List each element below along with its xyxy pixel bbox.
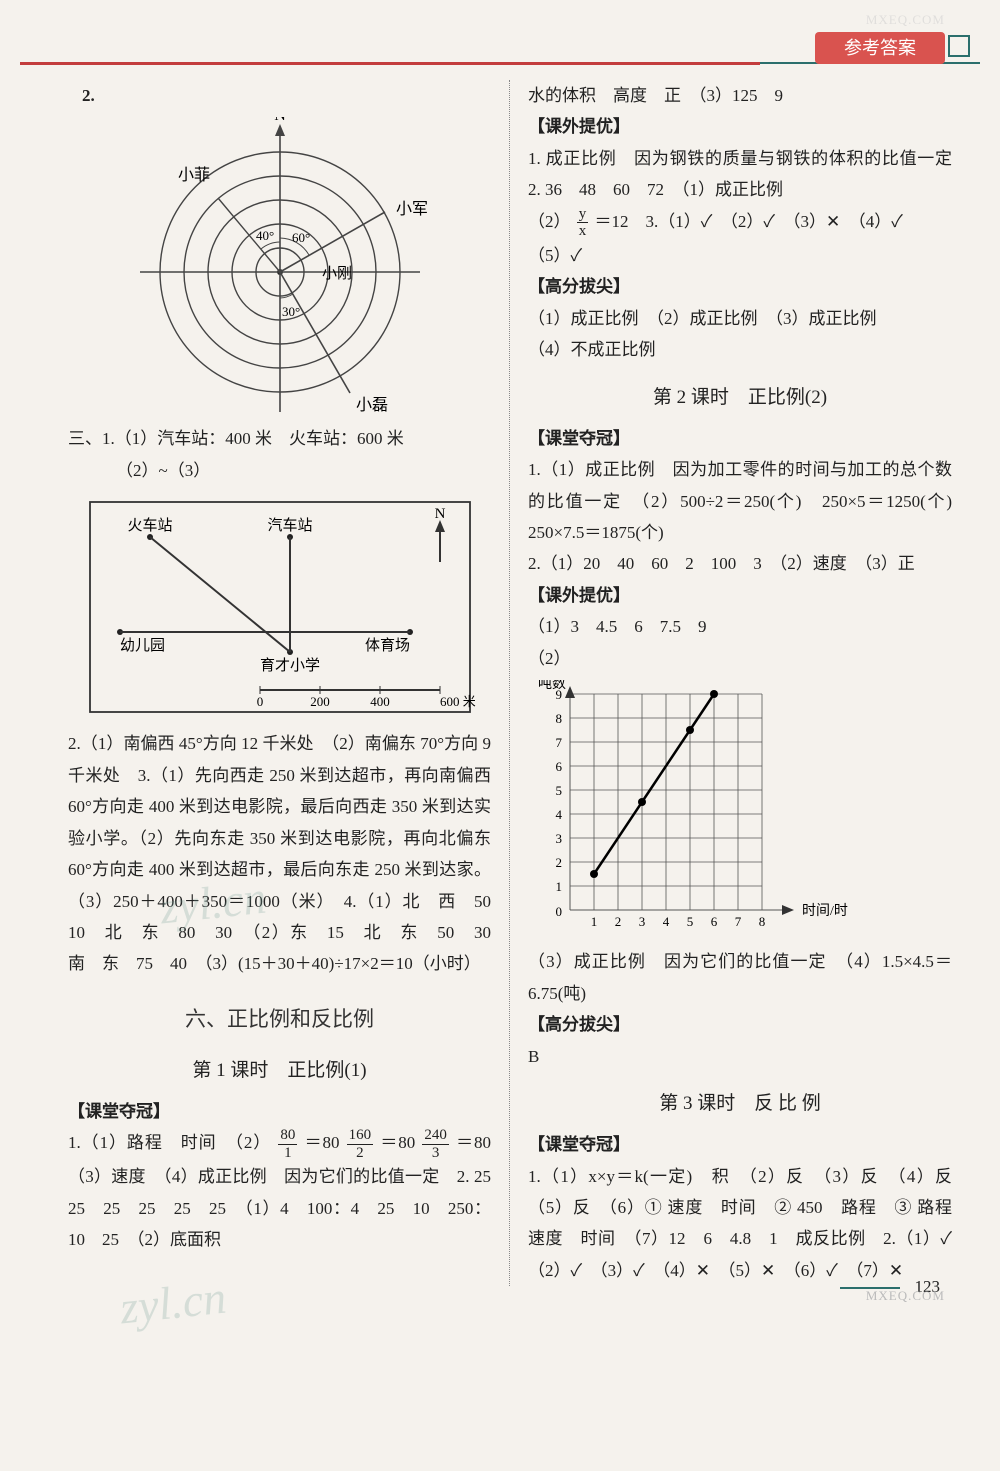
kw2-t: （1）3 4.5 6 7.5 9	[528, 611, 952, 642]
compass-se: 小磊	[356, 396, 388, 414]
kw2-label: 【课外提优】	[528, 580, 952, 611]
svg-text:3: 3	[556, 831, 563, 846]
left-p2: 2.（1）南偏西 45°方向 12 千米处 （2）南偏东 70°方向 9 千米处…	[68, 728, 491, 980]
page: 参考答案 MXEQ.COM 2.	[0, 0, 1000, 1326]
san-1: 三、1.（1）汽车站：400 米 火车站：600 米	[68, 423, 491, 454]
angle-40: 40°	[256, 228, 274, 243]
svg-text:8: 8	[556, 711, 563, 726]
kw2-t2: （2）	[528, 643, 952, 674]
svg-text:5: 5	[687, 914, 694, 929]
gf1-label: 【高分拔尖】	[528, 271, 952, 302]
kt3-t: 1.（1）x×y＝k(一定) 积 （2）反 （3）反 （4）反 （5）反 （6）…	[528, 1161, 952, 1287]
svg-text:8: 8	[759, 914, 766, 929]
compass-n: N	[274, 117, 286, 124]
frac-y-x: yx	[577, 206, 589, 240]
map-n: N	[434, 506, 445, 522]
kt2-t2: 2.（1）20 40 60 2 100 3 （2）速度 （3）正	[528, 548, 952, 579]
lesson2-heading: 第 2 课时 正比例(2)	[528, 380, 952, 415]
l1q1: 1.（1）路程 时间 （2） 801 ＝80 1602 ＝80 2403 ＝80…	[68, 1127, 491, 1255]
q2-label: 2.	[82, 80, 491, 111]
lesson1-heading: 第 1 课时 正比例(1)	[68, 1053, 491, 1088]
scale-3: 600 米	[440, 694, 476, 709]
frac-160-2: 1602	[347, 1127, 374, 1161]
right-column: 水的体积 高度 正 （3）125 9 【课外提优】 1. 成正比例 因为钢铁的质…	[510, 80, 960, 1286]
compass-diagram: N 小菲 小军 小刚 小磊 40° 60° 30°	[125, 117, 435, 417]
frac-240-3: 2403	[422, 1127, 449, 1161]
unit-heading: 六、正比例和反比例	[68, 1000, 491, 1039]
map-qiche: 汽车站	[267, 517, 312, 534]
eq2: ＝80	[380, 1133, 415, 1152]
line-chart: 吨数 时间/时 0 1 2 3 4 5 6 7 8 9 1 2 3	[528, 680, 848, 940]
svg-text:2: 2	[556, 855, 563, 870]
map-youery: 幼儿园	[120, 637, 165, 654]
gf2-label: 【高分拔尖】	[528, 1009, 952, 1040]
compass-e: 小刚	[322, 265, 352, 282]
scale-2: 400	[370, 694, 390, 709]
map-diagram: N 火车站 汽车站 幼儿园 体育场 育才小学	[80, 492, 480, 722]
svg-text:4: 4	[663, 914, 670, 929]
compass-nw: 小菲	[177, 166, 209, 184]
svg-text:3: 3	[639, 914, 646, 929]
kw2-t3: （3）成正比例 因为它们的比值一定 （4）1.5×4.5＝6.75(吨)	[528, 946, 952, 1009]
kw1-label: 【课外提优】	[528, 111, 952, 142]
rule-red	[20, 62, 760, 65]
kw1-row3: （5）✓	[528, 240, 952, 271]
kt1-label: 【课堂夺冠】	[68, 1096, 491, 1127]
gf1-t2: （4）不成正比例	[528, 334, 952, 365]
kt2-t: 1.（1）成正比例 因为加工零件的时间与加工的总个数的比值一定 （2）500÷2…	[528, 454, 952, 548]
svg-text:0: 0	[556, 904, 563, 919]
l1q1a: 1.（1）路程 时间 （2）	[68, 1133, 271, 1152]
map-tiyu: 体育场	[364, 637, 409, 654]
svg-text:9: 9	[556, 687, 563, 702]
svg-text:1: 1	[591, 914, 598, 929]
gf1-t: （1）成正比例 （2）成正比例 （3）成正比例	[528, 303, 952, 334]
lesson3-heading: 第 3 课时 反 比 例	[528, 1086, 952, 1121]
svg-text:5: 5	[556, 783, 563, 798]
left-column: 2.	[60, 80, 510, 1286]
kt3-label: 【课堂夺冠】	[528, 1129, 952, 1160]
svg-text:7: 7	[735, 914, 742, 929]
chart-xlab: 时间/时	[802, 903, 848, 919]
svg-text:4: 4	[556, 807, 563, 822]
san-1b: （2）~（3）	[116, 455, 491, 486]
gf2-t: B	[528, 1041, 952, 1072]
map-huoche: 火车站	[127, 517, 172, 534]
angle-30: 30°	[282, 304, 300, 319]
kw1-t: 1. 成正比例 因为钢铁的质量与钢铁的体积的比值一定 2. 36 48 60 7…	[528, 143, 952, 206]
svg-text:6: 6	[556, 759, 563, 774]
kt2-label: 【课堂夺冠】	[528, 423, 952, 454]
angle-60: 60°	[292, 230, 310, 245]
compass-ne: 小军	[396, 200, 428, 218]
svg-text:6: 6	[711, 914, 718, 929]
header-square-icon	[948, 35, 970, 57]
frac-80-1: 801	[278, 1127, 297, 1161]
header-tab: 参考答案	[815, 32, 945, 64]
brand: MXEQ.COM	[866, 1284, 945, 1308]
kw1-row2: （2） yx ＝12 3.（1）✓ （2）✓ （3）✕ （4）✓	[528, 206, 952, 240]
svg-text:2: 2	[615, 914, 622, 929]
columns: 2.	[60, 80, 960, 1286]
kw1-row2b: ＝12 3.（1）✓ （2）✓ （3）✕ （4）✓	[595, 212, 903, 231]
svg-text:1: 1	[556, 879, 563, 894]
svg-text:7: 7	[556, 735, 563, 750]
brand-top: MXEQ.COM	[866, 8, 945, 32]
map-yucai: 育才小学	[259, 657, 319, 674]
eq1: ＝80	[305, 1133, 340, 1152]
scale-1: 200	[310, 694, 330, 709]
scale-0: 0	[256, 694, 263, 709]
kw1-row2a: （2）	[528, 212, 571, 231]
r-top: 水的体积 高度 正 （3）125 9	[528, 80, 952, 111]
